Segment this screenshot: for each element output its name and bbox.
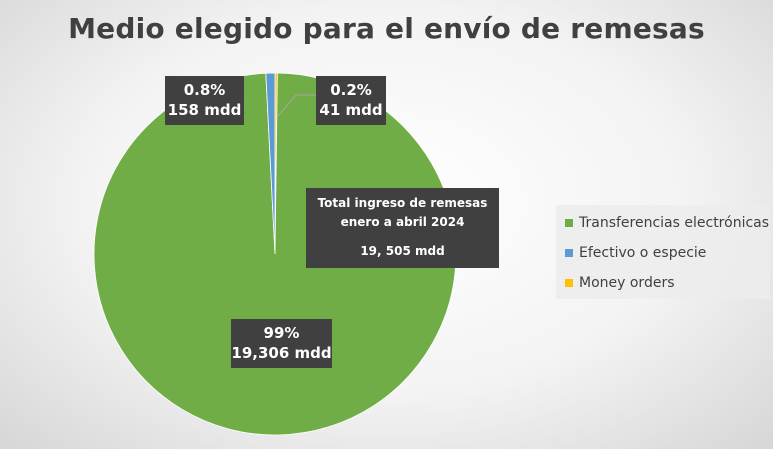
data-label-money-orders-value: 41 mdd xyxy=(319,101,383,119)
pie-slice-efectivo-o-especie xyxy=(265,72,276,255)
chart-title: Medio elegido para el envío de remesas xyxy=(68,12,705,45)
legend-item-money-orders: Money orders xyxy=(565,273,675,293)
data-label-transferencias-pct: 99% xyxy=(263,324,300,342)
legend-item-efectivo: Efectivo o especie xyxy=(565,243,706,263)
total-annotation-line2: enero a abril 2024 xyxy=(340,215,465,229)
total-annotation-amount: 19, 505 mdd xyxy=(360,244,445,258)
legend: Transferencias electrónicas Efectivo o e… xyxy=(556,205,770,299)
data-label-money-orders: 0.2% 41 mdd xyxy=(316,76,386,125)
legend-swatch-efectivo xyxy=(565,249,573,257)
data-label-efectivo-pct: 0.8% xyxy=(183,81,226,99)
data-label-money-orders-pct: 0.2% xyxy=(330,81,372,99)
leader-line-money-orders xyxy=(277,94,316,117)
data-label-transferencias-value: 19,306 mdd xyxy=(231,344,332,362)
legend-swatch-transferencias xyxy=(565,219,573,227)
legend-label-efectivo: Efectivo o especie xyxy=(579,245,707,261)
legend-label-money-orders: Money orders xyxy=(579,275,675,291)
data-label-efectivo-value: 158 mdd xyxy=(167,101,242,119)
data-label-efectivo: 0.8% 158 mdd xyxy=(165,76,244,125)
total-annotation: Total ingreso de remesas enero a abril 2… xyxy=(306,188,499,268)
legend-swatch-money-orders xyxy=(565,279,573,287)
data-label-transferencias: 99% 19,306 mdd xyxy=(231,319,332,368)
legend-item-transferencias: Transferencias electrónicas xyxy=(565,213,769,233)
legend-label-transferencias: Transferencias electrónicas xyxy=(579,215,770,231)
total-annotation-line1: Total ingreso de remesas xyxy=(317,196,488,210)
